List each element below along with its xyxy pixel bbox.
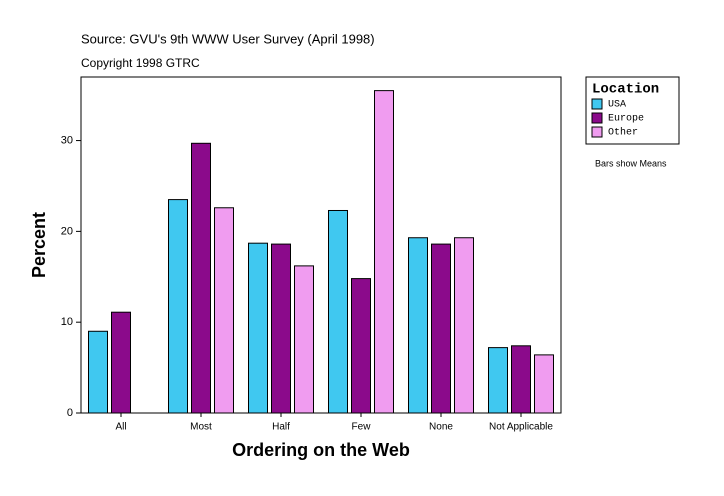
bar: [294, 265, 314, 414]
x-tick-label: Few: [352, 422, 372, 433]
x-tick-label: Half: [272, 422, 290, 433]
bar: [111, 311, 131, 414]
bar: [191, 142, 211, 414]
bar: [511, 345, 531, 414]
legend-label: USA: [608, 100, 626, 111]
bar: [488, 347, 508, 414]
bar: [534, 354, 554, 414]
y-tick-label: 0: [67, 407, 73, 419]
bar: [431, 243, 451, 414]
x-tick-label: All: [115, 422, 126, 433]
legend-label: Europe: [608, 114, 644, 125]
legend-label: Other: [608, 127, 638, 139]
x-tick-label: Not Applicable: [489, 422, 553, 433]
bar: [454, 237, 474, 414]
chart-title: Source: GVU's 9th WWW User Survey (April…: [81, 31, 375, 46]
y-tick-label: 20: [61, 225, 73, 237]
x-tick-label: Most: [190, 422, 212, 433]
note: Bars show Means: [595, 158, 667, 168]
bar: [408, 237, 428, 414]
y-tick-label: 30: [61, 134, 73, 146]
bar: [328, 209, 348, 414]
plot-frame: [80, 76, 562, 414]
bar: [168, 199, 188, 414]
legend-title: Location: [592, 82, 659, 98]
bar: [88, 330, 108, 414]
legend-swatch: [591, 98, 603, 110]
y-axis-label: Percent: [29, 212, 49, 278]
y-tick-label: 10: [61, 316, 73, 328]
bar: [214, 207, 234, 414]
x-tick-label: None: [429, 422, 453, 433]
bar: [374, 90, 394, 414]
x-axis-label: Ordering on the Web: [232, 440, 410, 460]
bar: [248, 242, 268, 414]
bar: [351, 278, 371, 414]
legend-swatch: [591, 112, 603, 124]
bar: [271, 243, 291, 414]
legend-swatch: [591, 126, 603, 138]
chart-subtitle: Copyright 1998 GTRC: [81, 56, 200, 70]
